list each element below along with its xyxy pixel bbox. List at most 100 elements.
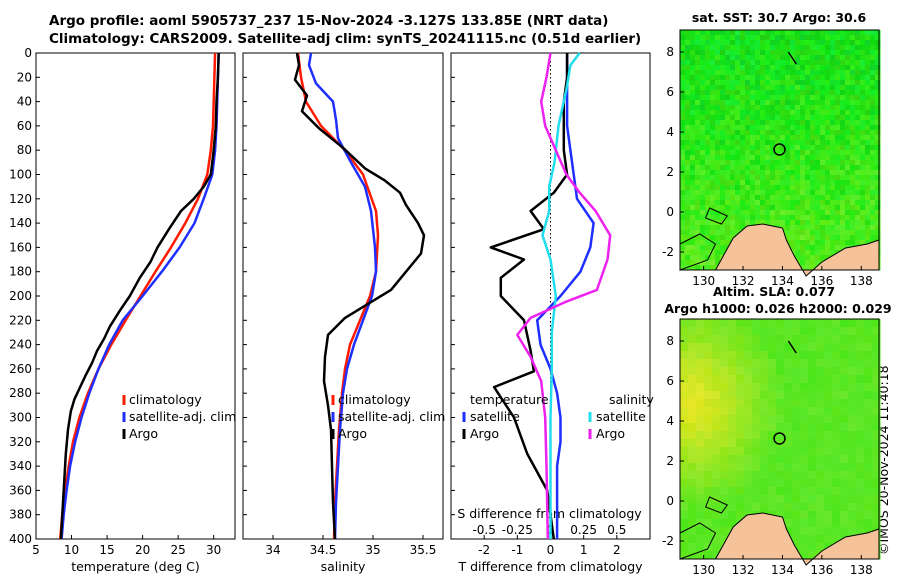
map-cell	[725, 145, 731, 151]
map-cell	[696, 343, 705, 352]
map-cell	[870, 190, 876, 196]
map-cell	[770, 160, 776, 166]
map-cell	[755, 45, 761, 51]
map-cell	[720, 120, 726, 126]
map-cell	[715, 120, 721, 126]
map-cell	[800, 150, 806, 156]
map-cell	[715, 45, 721, 51]
map-cell	[850, 105, 856, 111]
map-cell	[784, 415, 793, 424]
map-cell	[840, 110, 846, 116]
map-cell	[705, 265, 711, 271]
map-cell	[800, 407, 809, 416]
map-cell	[780, 90, 786, 96]
map-cell	[800, 80, 806, 86]
map-cell	[760, 40, 766, 46]
map-cell	[700, 260, 706, 266]
map-cell	[790, 70, 796, 76]
map-cell	[865, 150, 871, 156]
map-cell	[736, 431, 745, 440]
map-cell	[825, 50, 831, 56]
map-cell	[715, 35, 721, 41]
map-cell	[785, 175, 791, 181]
map-cell	[815, 105, 821, 111]
map-cell	[864, 527, 873, 536]
map-cell	[865, 200, 871, 206]
map-cell	[752, 367, 761, 376]
map-cell	[730, 60, 736, 66]
map-cell	[815, 255, 821, 261]
map-cell	[870, 60, 876, 66]
map-cell	[840, 319, 849, 328]
map-cell	[765, 105, 771, 111]
map-cell	[805, 265, 811, 271]
map-cell	[775, 35, 781, 41]
map-cell	[688, 335, 697, 344]
map-cell	[825, 85, 831, 91]
map-cell	[705, 175, 711, 181]
map-cell	[776, 447, 785, 456]
island-outline	[704, 207, 729, 225]
temperature-axis-label: temperature (deg C)	[71, 559, 200, 574]
map-cell	[800, 200, 806, 206]
map-cell	[710, 175, 716, 181]
map-cell	[830, 45, 836, 51]
salinity-series-line	[307, 52, 378, 540]
map-cell	[855, 50, 861, 56]
map-cell	[815, 260, 821, 266]
map-cell	[745, 75, 751, 81]
map-cell	[790, 80, 796, 86]
map-cell	[730, 75, 736, 81]
map-cell	[785, 130, 791, 136]
map-cell	[856, 447, 865, 456]
map-cell	[728, 439, 737, 448]
map-cell	[690, 160, 696, 166]
map-cell	[685, 240, 691, 246]
map-cell	[715, 105, 721, 111]
map-cell	[705, 155, 711, 161]
map-cell	[790, 210, 796, 216]
map-cell	[850, 75, 856, 81]
map-cell	[824, 447, 833, 456]
map-cell	[700, 30, 706, 36]
map-cell	[755, 110, 761, 116]
map-cell	[685, 215, 691, 221]
map-cell	[775, 30, 781, 36]
map-cell	[835, 130, 841, 136]
map-cell	[785, 90, 791, 96]
map-cell	[770, 85, 776, 91]
map-cell	[728, 375, 737, 384]
map-cell	[800, 125, 806, 131]
map-cell	[775, 120, 781, 126]
map-cell	[835, 190, 841, 196]
map-cell	[720, 250, 726, 256]
map-cell	[736, 399, 745, 408]
map-cell	[690, 115, 696, 121]
map-cell	[735, 205, 741, 211]
map-cell	[815, 180, 821, 186]
map-cell	[780, 70, 786, 76]
map-cell	[760, 175, 766, 181]
map-cell	[770, 45, 776, 51]
map-cell	[765, 130, 771, 136]
map-cell	[835, 215, 841, 221]
map-cell	[710, 205, 716, 211]
map-cell	[744, 351, 753, 360]
map-cell	[805, 90, 811, 96]
map-cell	[820, 120, 826, 126]
map-cell	[820, 45, 826, 51]
map-cell	[720, 447, 729, 456]
map-cell	[872, 391, 881, 400]
map-cell	[690, 85, 696, 91]
map-cell	[715, 40, 721, 46]
map-cell	[835, 230, 841, 236]
map-cell	[768, 463, 777, 472]
map-cell	[805, 125, 811, 131]
map-cell	[780, 120, 786, 126]
map-cell	[795, 225, 801, 231]
map-cell	[720, 519, 729, 528]
map-cell	[790, 130, 796, 136]
map-cell	[848, 327, 857, 336]
map-cell	[790, 205, 796, 211]
map-cell	[820, 220, 826, 226]
